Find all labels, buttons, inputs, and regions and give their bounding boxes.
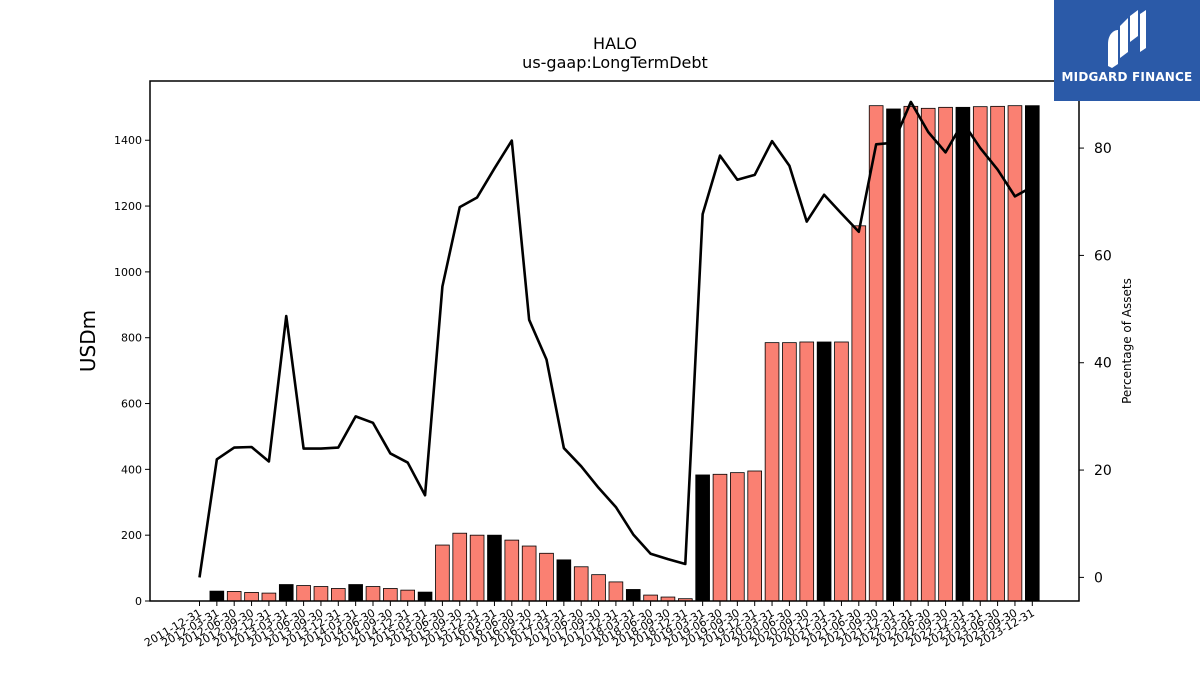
chart-subtitle: us-gaap:LongTermDebt bbox=[522, 53, 708, 72]
y-tick-label: 800 bbox=[121, 332, 142, 345]
bar-2015-06-30 bbox=[435, 544, 450, 602]
y-axis: 0 200 400 600 800 1000 1200 1400 bbox=[114, 134, 150, 608]
bar-2023-03-31 bbox=[972, 106, 988, 602]
bar-2015-12-31 bbox=[469, 534, 485, 602]
bar-2021-09-30 bbox=[868, 105, 884, 602]
brand-logo: MIDGARD FINANCE bbox=[1054, 0, 1200, 101]
y2-axis: 0 20 40 60 80 bbox=[1079, 141, 1112, 586]
y-tick-label: 600 bbox=[121, 398, 142, 411]
bar-2023-06-30 bbox=[990, 105, 1005, 602]
y-tick-label: 200 bbox=[121, 529, 142, 542]
x-axis: 2011-12-312012-03-312012-06-302012-09-30… bbox=[142, 601, 1037, 650]
y2-tick-label: 20 bbox=[1094, 463, 1112, 479]
line-layer bbox=[198, 100, 1033, 578]
y2-tick-label: 40 bbox=[1094, 356, 1112, 372]
bar-2022-12-31 bbox=[955, 106, 971, 602]
y2-tick-label: 60 bbox=[1094, 248, 1112, 264]
y-tick-label: 0 bbox=[135, 595, 142, 608]
bar-2022-09-30 bbox=[938, 106, 953, 602]
bar-2020-06-30 bbox=[782, 342, 797, 602]
plot-frame bbox=[149, 80, 1080, 602]
bar-2017-09-30 bbox=[591, 574, 606, 602]
series-line-percentage-of-assets bbox=[198, 100, 1033, 578]
bar-2019-03-31 bbox=[695, 474, 710, 602]
y-tick-label: 1400 bbox=[114, 134, 142, 147]
bar-2015-03-31 bbox=[417, 591, 433, 602]
bar-2020-12-31 bbox=[816, 341, 832, 602]
bar-2015-09-30 bbox=[452, 532, 468, 602]
bar-2021-06-30 bbox=[851, 225, 867, 602]
chart-title: HALO bbox=[593, 34, 637, 53]
midgard-logo-icon bbox=[1108, 10, 1146, 68]
bar-2012-12-31 bbox=[261, 592, 277, 602]
bar-2014-03-31 bbox=[348, 584, 363, 602]
bar-2017-03-31 bbox=[556, 559, 572, 602]
bar-2019-06-30 bbox=[712, 473, 728, 602]
bar-2014-09-30 bbox=[383, 588, 398, 602]
y-axis-label: USDm bbox=[76, 310, 100, 372]
bar-2013-03-31 bbox=[278, 584, 294, 602]
bar-2020-03-31 bbox=[764, 342, 780, 602]
bar-2013-06-30 bbox=[296, 585, 311, 602]
logo-text: MIDGARD FINANCE bbox=[1061, 70, 1193, 84]
bar-2023-12-31 bbox=[1025, 105, 1040, 602]
bar-2012-09-30 bbox=[244, 592, 259, 602]
bar-2021-12-31 bbox=[886, 108, 901, 602]
bar-2013-09-30 bbox=[313, 586, 329, 602]
bar-2012-03-31 bbox=[209, 590, 225, 602]
bars-layer bbox=[209, 105, 1040, 602]
y-tick-label: 400 bbox=[121, 463, 142, 476]
bar-2017-12-31 bbox=[608, 581, 624, 602]
bar-2016-12-31 bbox=[539, 552, 554, 602]
bar-2012-06-30 bbox=[226, 591, 242, 602]
bar-2016-03-31 bbox=[487, 534, 502, 602]
bar-2018-06-30 bbox=[643, 594, 658, 602]
bar-2013-12-31 bbox=[330, 588, 346, 602]
bar-2020-09-30 bbox=[799, 341, 815, 602]
bar-2022-06-30 bbox=[920, 107, 936, 602]
y-tick-label: 1000 bbox=[114, 266, 142, 279]
bar-2017-06-30 bbox=[573, 566, 589, 602]
bar-2018-03-31 bbox=[625, 589, 641, 602]
bar-2022-03-31 bbox=[903, 105, 919, 602]
bar-2016-06-30 bbox=[504, 539, 520, 602]
y-tick-label: 1200 bbox=[114, 200, 142, 213]
bar-2019-09-30 bbox=[730, 472, 745, 602]
y2-tick-label: 80 bbox=[1094, 141, 1112, 157]
bar-2014-06-30 bbox=[365, 586, 381, 602]
bar-2023-09-30 bbox=[1007, 105, 1023, 602]
bar-2014-12-31 bbox=[400, 589, 415, 602]
bar-2019-12-31 bbox=[747, 470, 762, 602]
y2-tick-label: 0 bbox=[1094, 570, 1103, 586]
y2-axis-label: Percentage of Assets bbox=[1120, 278, 1134, 404]
bar-2016-09-30 bbox=[521, 545, 537, 602]
bar-2021-03-31 bbox=[834, 341, 849, 602]
